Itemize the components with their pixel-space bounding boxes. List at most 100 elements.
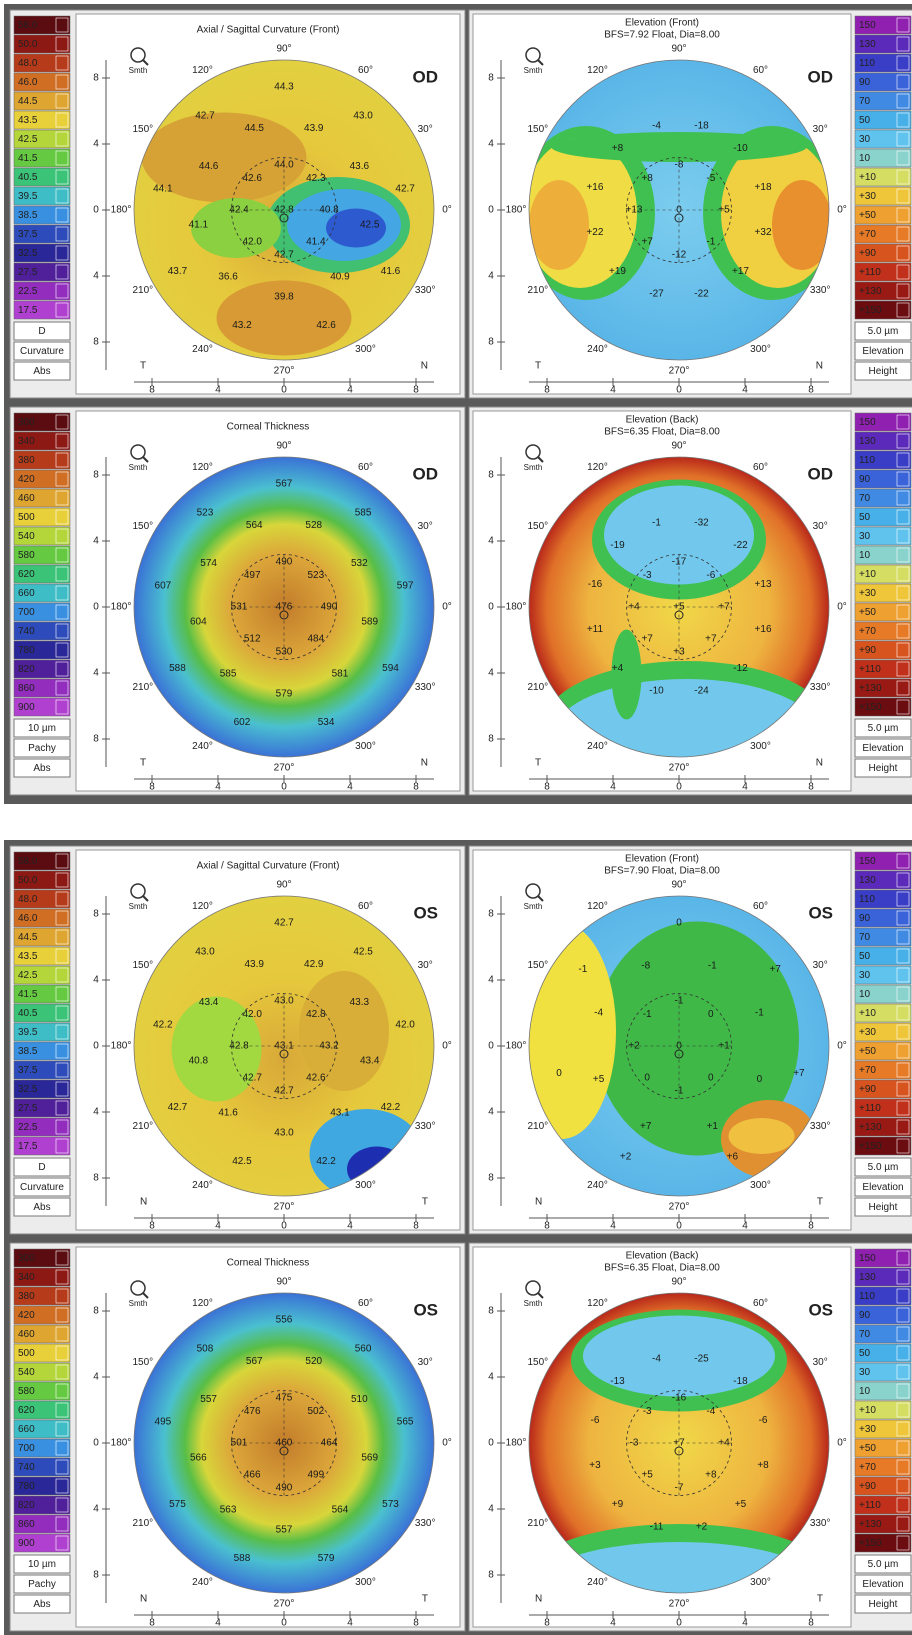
scale-swatch [56,246,68,260]
angle-label: 60° [358,1298,373,1309]
map-value: 43.9 [245,959,265,970]
smooth-label: Smth [524,66,543,75]
panel: 3003403804204605005405806206607007407808… [10,407,465,795]
map-value: +5 [641,1469,653,1480]
scale-label: 780 [18,645,35,656]
scale-label: +30 [859,1424,876,1435]
map-value: 573 [382,1499,399,1510]
map-value: -3 [643,1406,652,1417]
map-value: 528 [305,520,322,531]
angle-label: 30° [813,521,828,532]
map-value: +6 [727,1151,739,1162]
scale-label: 380 [18,1291,35,1302]
map-value: +4 [612,663,624,674]
angle-label: 0° [837,602,847,613]
scale-label: 70 [859,493,871,504]
map-title: Corneal Thickness [227,422,310,433]
angle-label: 300° [750,741,771,752]
angle-label: 330° [810,285,831,296]
scale-label: 27.5 [18,267,38,278]
axis-tick-label: 4 [742,782,748,793]
scale-label: 110 [859,1291,875,1302]
map-value: -1 [708,960,717,971]
scale-swatch [56,548,68,562]
map-value: 557 [200,1394,217,1405]
map-value: -27 [649,289,664,300]
smooth-label: Smth [524,1299,543,1308]
map-value: +5 [593,1074,605,1085]
map-value: 42.7 [395,183,415,194]
map-value: +7 [793,1068,805,1079]
scale-swatch [56,1289,68,1303]
angle-label: 120° [587,901,608,912]
angle-label: 270° [669,366,690,377]
map-value: +5 [718,205,730,216]
map-value: 564 [332,1504,349,1515]
map-value: 42.7 [274,250,294,261]
scale-swatch [56,529,68,543]
scale-label: +30 [859,1027,876,1038]
scale-swatch [56,1025,68,1039]
angle-label: 150° [132,124,153,135]
scale-swatch [56,265,68,279]
map-value: +1 [718,1041,730,1052]
map-value: -1 [755,1007,764,1018]
scale-footer-label: Abs [33,1202,50,1213]
scale-label: +90 [859,248,876,259]
map-title: Elevation (Front) [625,854,699,865]
angle-label: 210° [527,285,548,296]
scale-label: 50.0 [18,875,38,886]
map-value: 42.7 [242,1072,262,1083]
axis-tick-label: 8 [808,385,814,396]
scale-swatch [897,1101,909,1115]
scale-label: 860 [18,1519,35,1530]
map-value: -4 [706,1406,715,1417]
map-value: 564 [246,520,263,531]
scale-label: 30 [859,531,871,542]
scale-swatch [56,75,68,89]
scale-footer-label: Abs [33,763,50,774]
axis-tick-label: 0 [93,1438,99,1449]
eye-label: OD [808,67,834,86]
scale-swatch [897,1517,909,1531]
scale-label: +50 [859,210,876,221]
axis-tick-label: 4 [610,1618,616,1629]
map-value: 42.0 [242,1009,262,1020]
map-value: 42.8 [306,1009,326,1020]
axis-tick-label: 8 [413,1221,419,1232]
scale-footer-label: 5.0 µm [868,1162,899,1173]
axis-tick-label: 8 [488,1306,494,1317]
scale-footer-label: D [38,326,45,337]
angle-label: 240° [587,741,608,752]
angle-label: 120° [192,901,213,912]
scale-swatch [56,968,68,982]
map-value: -8 [641,960,650,971]
scale-label: +150 [859,702,882,713]
angle-label: 270° [669,763,690,774]
scale-label: 860 [18,683,35,694]
scale-label: +70 [859,1065,876,1076]
scale-swatch [56,1082,68,1096]
map-value: -1 [675,1086,684,1097]
scale-swatch [897,94,909,108]
scale-swatch [56,1308,68,1322]
smooth-icon [526,884,540,898]
map-value: 579 [276,689,293,700]
axis-tick-label: 4 [347,385,353,396]
map-value: 42.0 [395,1019,415,1030]
map-value: 557 [276,1525,293,1536]
scale-label: 620 [18,1405,35,1416]
map-value: 42.3 [306,173,326,184]
axis-tick-label: 8 [544,1221,550,1232]
scale-swatch [56,586,68,600]
scale-label: +90 [859,1084,876,1095]
corner-label: N [140,1594,147,1605]
map-title: Elevation (Front) [625,18,699,29]
scale-label: +130 [859,1122,882,1133]
map-value: 40.9 [330,271,350,282]
axis-tick-label: 8 [808,1221,814,1232]
axis-tick-label: 0 [93,602,99,613]
scale-label: 300 [18,1253,35,1264]
scale-label: 48.0 [18,58,38,69]
scale-swatch [56,1384,68,1398]
